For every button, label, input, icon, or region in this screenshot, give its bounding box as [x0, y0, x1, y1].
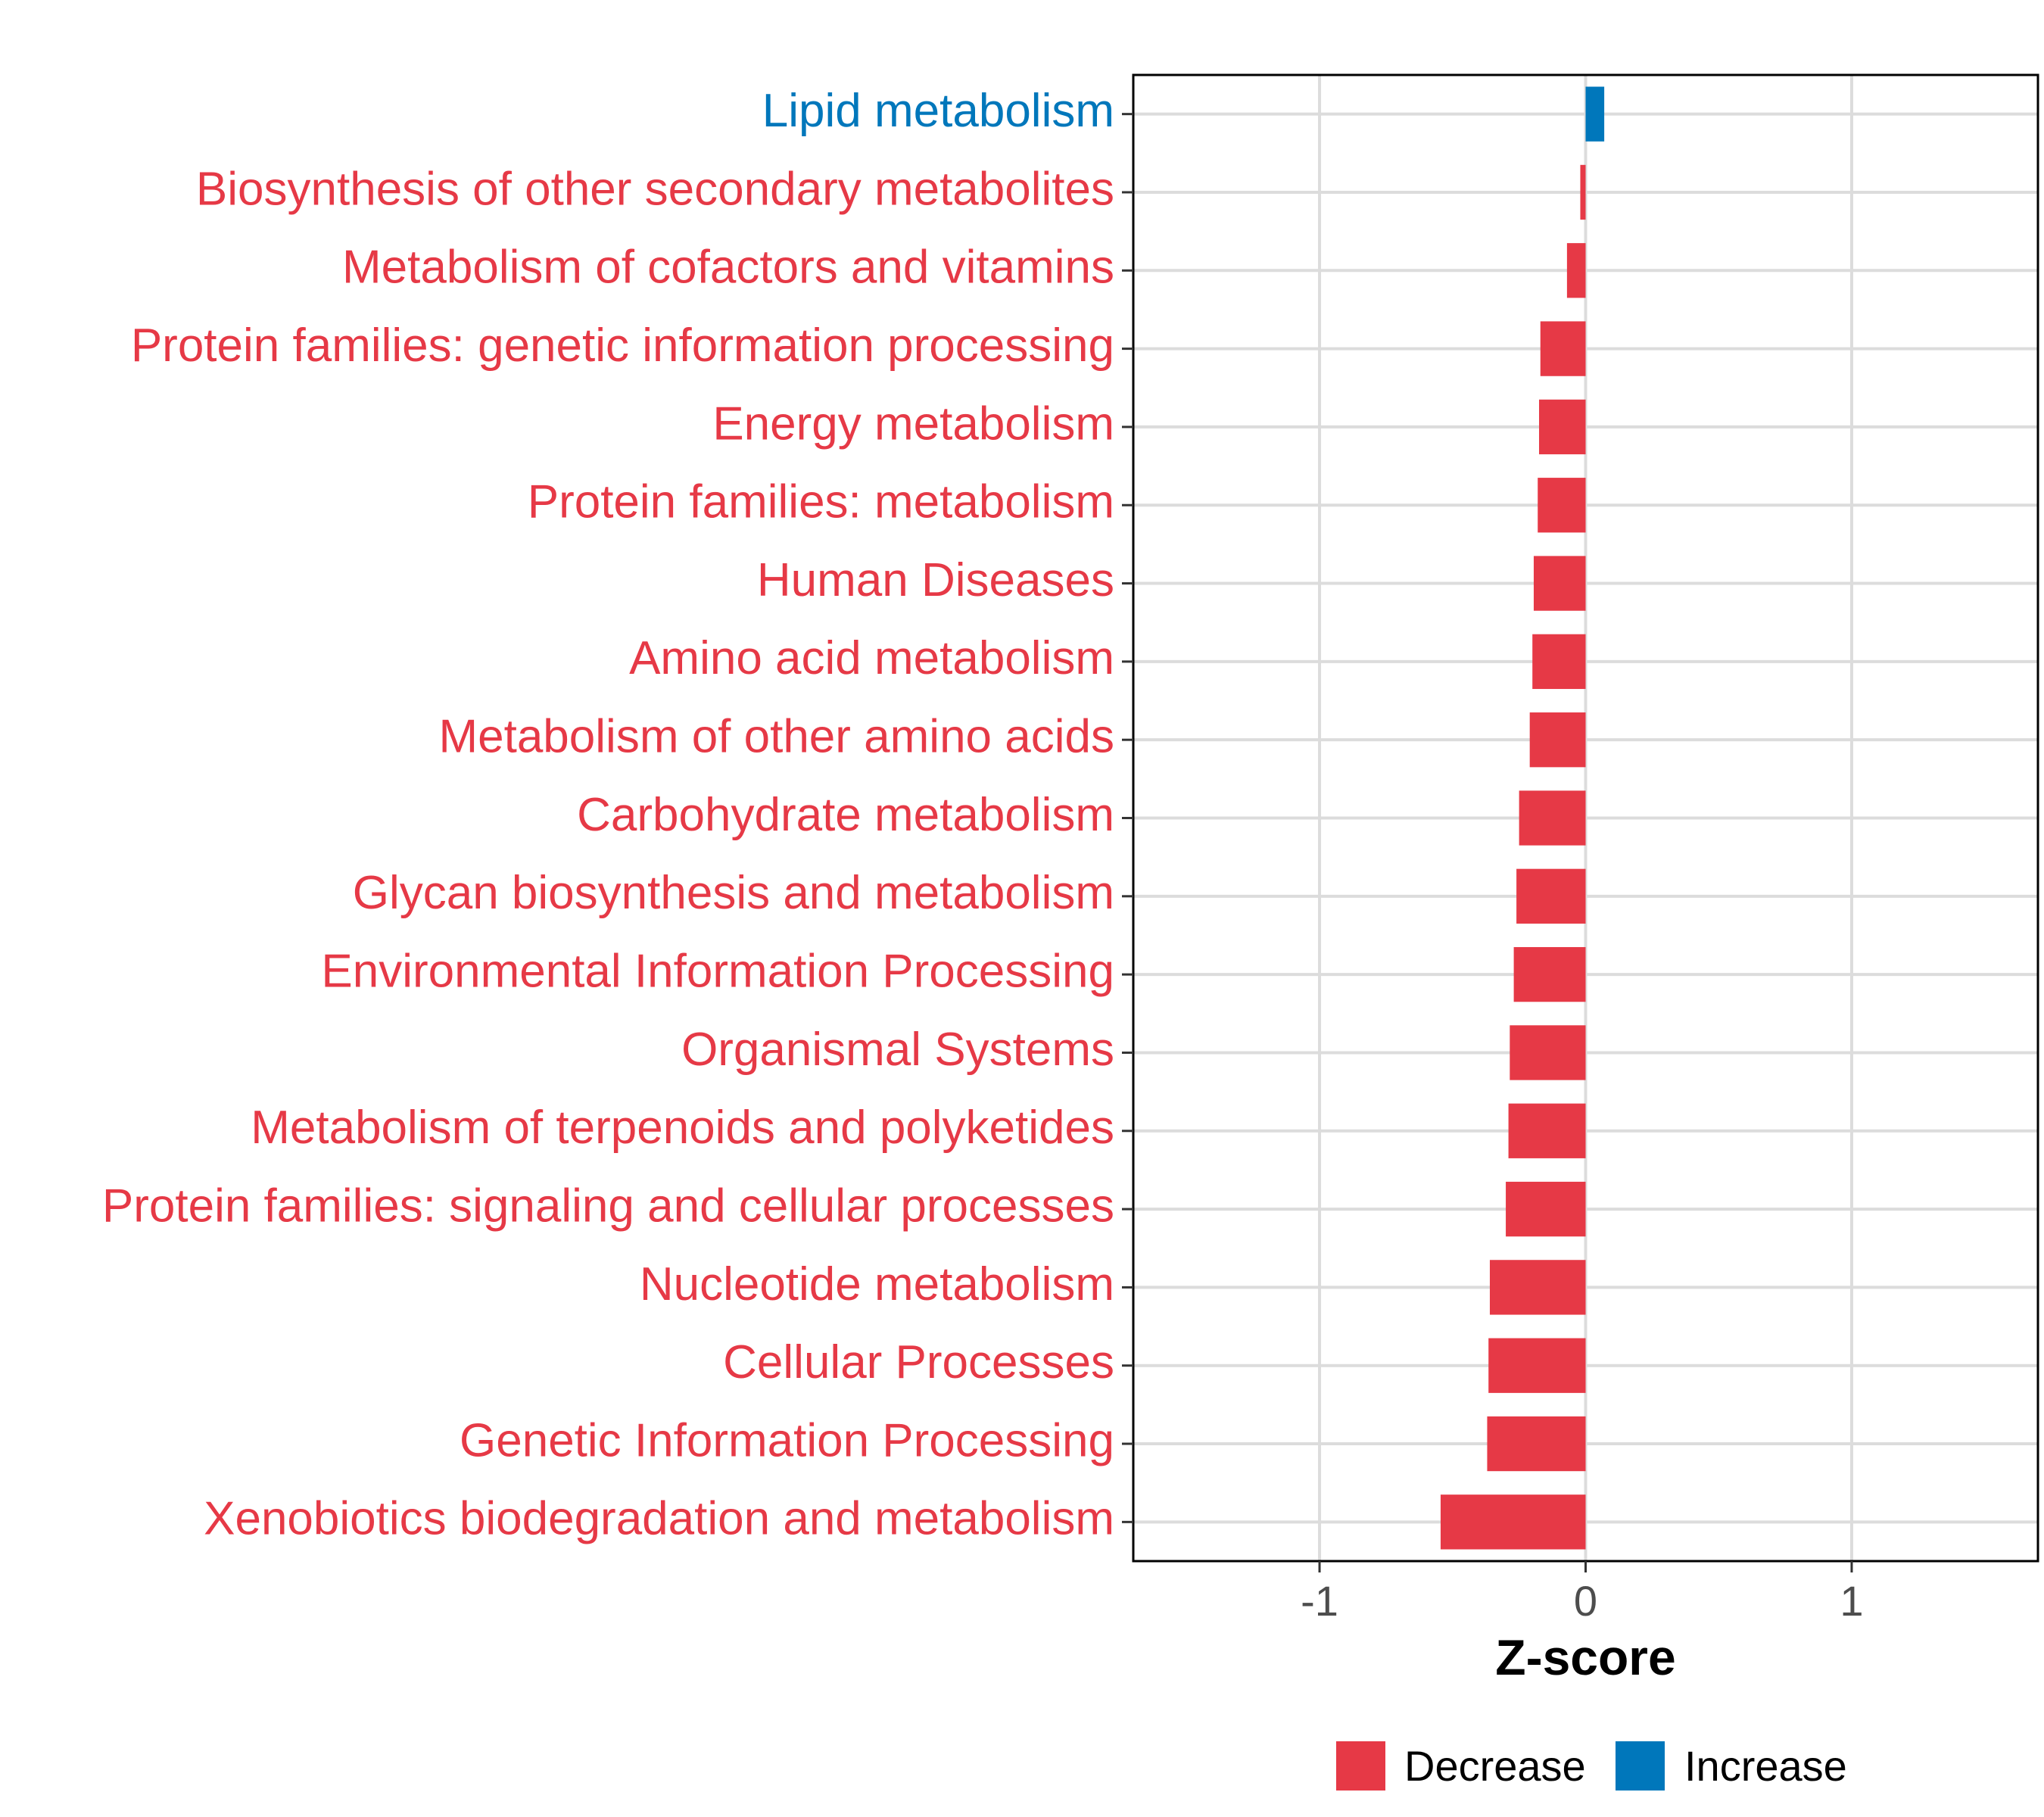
bar	[1529, 712, 1586, 768]
bar	[1440, 1494, 1586, 1550]
y-axis-ticks	[1122, 113, 1133, 1523]
category-label: Protein families: metabolism	[528, 476, 1114, 528]
category-label: Environmental Information Processing	[321, 946, 1114, 998]
category-label: Xenobiotics biodegradation and metabolis…	[204, 1493, 1114, 1545]
bar	[1533, 556, 1586, 611]
bar	[1538, 478, 1586, 533]
x-axis-tick-labels: -1 0 1	[1301, 1577, 1863, 1625]
category-label: Metabolism of terpenoids and polyketides	[251, 1102, 1114, 1154]
category-label: Cellular Processes	[723, 1336, 1114, 1388]
bar	[1540, 321, 1586, 376]
bar	[1585, 86, 1605, 142]
x-tick-label: -1	[1301, 1577, 1338, 1625]
bar	[1580, 164, 1586, 220]
bar	[1487, 1416, 1586, 1472]
x-axis-ticks	[1318, 1561, 1853, 1572]
category-label: Genetic Information Processing	[460, 1414, 1114, 1466]
legend-label-increase: Increase	[1684, 1742, 1847, 1790]
bars	[1440, 86, 1605, 1550]
legend-swatch-decrease	[1336, 1741, 1385, 1791]
bar	[1566, 243, 1586, 298]
bar	[1513, 946, 1586, 1002]
legend-swatch-increase	[1616, 1741, 1665, 1791]
bar	[1519, 790, 1586, 846]
bar	[1508, 1103, 1586, 1158]
legend-label-decrease: Decrease	[1404, 1742, 1586, 1790]
bar	[1516, 868, 1586, 924]
category-label: Protein families: signaling and cellular…	[102, 1180, 1114, 1232]
category-label: Organismal Systems	[681, 1024, 1114, 1076]
category-label: Metabolism of other amino acids	[438, 711, 1114, 763]
category-label: Glycan biosynthesis and metabolism	[353, 867, 1114, 919]
y-axis-category-labels: Lipid metabolism Biosynthesis of other se…	[102, 85, 1114, 1545]
x-tick-label: 1	[1840, 1577, 1863, 1625]
category-label: Metabolism of cofactors and vitamins	[342, 242, 1114, 294]
bar	[1538, 399, 1586, 455]
category-label: Lipid metabolism	[762, 85, 1114, 137]
category-label: Protein families: genetic information pr…	[131, 319, 1114, 372]
bar	[1506, 1181, 1586, 1237]
category-label: Nucleotide metabolism	[640, 1258, 1114, 1311]
x-tick-label: 0	[1574, 1577, 1597, 1625]
category-label: Biosynthesis of other secondary metaboli…	[196, 163, 1114, 215]
x-axis-title: Z-score	[1495, 1629, 1675, 1685]
bar	[1510, 1025, 1586, 1080]
category-label: Amino acid metabolism	[629, 632, 1114, 684]
category-label: Carbohydrate metabolism	[577, 789, 1114, 841]
legend: Decrease Increase	[1336, 1741, 1847, 1791]
category-label: Human Diseases	[757, 554, 1114, 606]
bar	[1532, 634, 1586, 690]
bar	[1489, 1260, 1586, 1315]
category-label: Energy metabolism	[712, 397, 1114, 450]
bar	[1488, 1338, 1586, 1393]
